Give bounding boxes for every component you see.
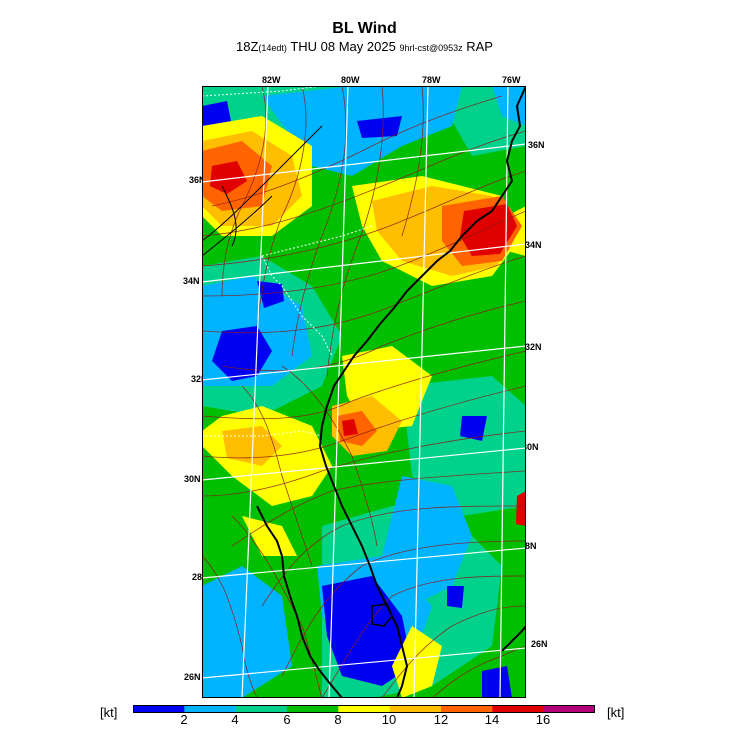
colorbar-tick-8: 8 [334,712,342,727]
valid-date: THU 08 May 2025 [290,39,396,54]
colorbar [133,705,595,713]
colorbar-tick-16: 16 [535,712,551,727]
lat-label-36n-left: 36N [189,175,206,185]
lat-label-36n-right: 36N [528,140,545,150]
colorbar-tick-2: 2 [180,712,188,727]
map-title: BL Wind [332,20,397,37]
valid-time: 18Z [236,39,259,54]
lon-label-80w: 80W [341,75,360,85]
colorbar-tick-14: 14 [484,712,500,727]
colorbar-tick-12: 12 [433,712,449,727]
colorbar-segment [287,705,339,713]
map-subtitle: 18Z(14edt) THU 08 May 2025 9hrl-cst@0953… [0,39,729,54]
colorbar-segment [184,705,237,713]
run-info: 9hrl-cst@0953z [399,43,463,53]
wind-map [202,86,526,698]
lon-label-78w: 78W [422,75,441,85]
lon-label-76w: 76W [502,75,521,85]
colorbar-segment [133,705,185,713]
colorbar-unit-right: [kt] [607,705,625,720]
field-red [210,161,526,526]
colorbar-tick-10: 10 [381,712,397,727]
colorbar-tick-6: 6 [283,712,291,727]
colorbar-unit-left: [kt] [100,705,118,720]
colorbar-segment [543,705,595,713]
lake-okeechobee [371,603,393,627]
lat-label-34n-left: 34N [183,276,200,286]
state-borders [202,86,373,437]
lat-label-32n-right: 32N [525,342,542,352]
lat-label-26n-left: 26N [184,672,201,682]
colorbar-segment [492,705,545,713]
lat-label-30n-right: 30N [522,442,539,452]
model-name: RAP [466,39,493,54]
colorbar-segment [338,705,391,713]
terrain-contours [202,125,323,257]
colorbar-segment [441,705,493,713]
local-time: (14edt) [258,43,287,53]
colorbar-frame [133,705,595,713]
coastline [256,86,526,698]
lat-label-32n-left: 32N [191,374,208,384]
lat-label-26n-right: 26N [531,639,548,649]
map-frame [202,86,526,698]
lat-label-28n-left: 28N [192,572,209,582]
colorbar-segment [389,705,442,713]
lat-label-28n-right: 28N [520,541,537,551]
colorbar-segment [235,705,288,713]
lon-label-82w: 82W [262,75,281,85]
colorbar-tick-4: 4 [231,712,239,727]
lat-label-30n-left: 30N [184,474,201,484]
lat-label-34n-right: 34N [525,240,542,250]
